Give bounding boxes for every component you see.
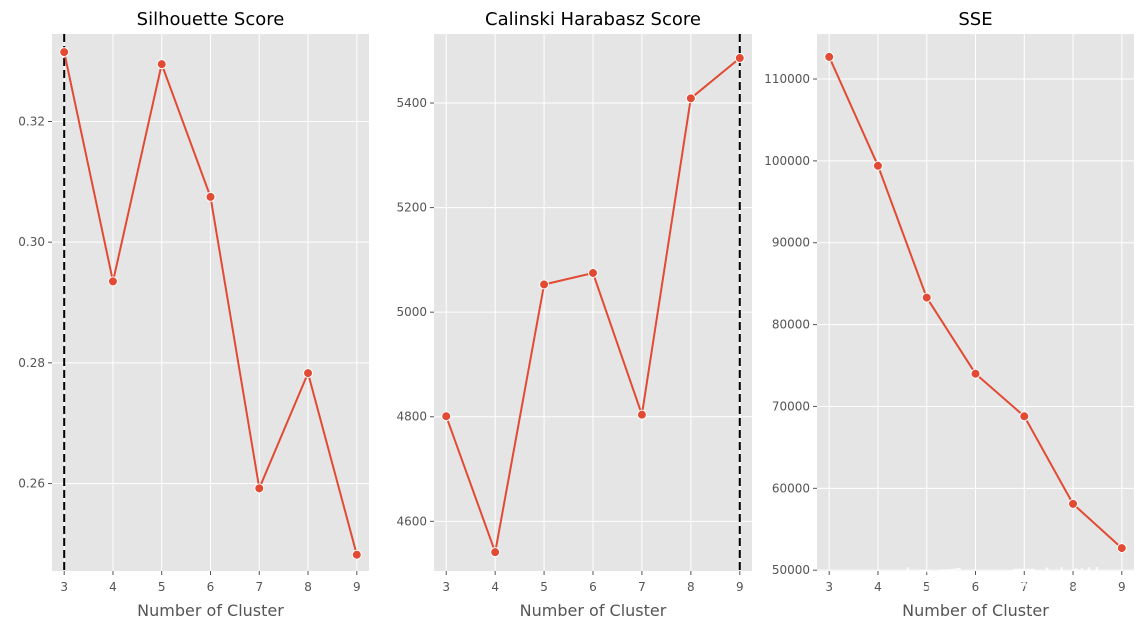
data-point (107, 276, 118, 287)
x-tick-label: 9 (353, 580, 361, 594)
y-axis-ticks: 4600 4800 5000 5200 5400 (396, 96, 434, 528)
y-tick-label: 5400 (396, 96, 427, 110)
grid (817, 34, 1134, 571)
data-point (636, 409, 647, 420)
data-point (351, 549, 362, 560)
y-tick-label: 0.26 (18, 477, 45, 491)
data-point (872, 160, 883, 171)
data-point (1019, 411, 1030, 422)
y-tick-label: 4800 (396, 410, 427, 424)
data-point (921, 292, 932, 303)
y-tick-label: 5000 (396, 305, 427, 319)
data-point (490, 547, 501, 558)
sse-chart: 50000 60000 70000 80000 90000 100000 110000 3 4… (764, 9, 1134, 620)
x-tick-label: 9 (736, 580, 744, 594)
data-point (824, 51, 835, 62)
x-axis-ticks: 3 4 5 6 7 8 9 (60, 571, 361, 594)
x-tick-label: 8 (687, 580, 695, 594)
x-tick-label: 6 (207, 580, 215, 594)
x-tick-label: 7 (1020, 580, 1028, 594)
x-tick-label: 8 (1069, 580, 1077, 594)
series (441, 53, 745, 558)
data-point (970, 368, 981, 379)
data-point (156, 59, 167, 70)
x-tick-label: 6 (589, 580, 597, 594)
data-point (303, 368, 314, 379)
y-tick-label: 90000 (772, 236, 810, 250)
y-tick-label: 110000 (764, 72, 810, 86)
chart-title: SSE (958, 9, 992, 30)
data-point (685, 93, 696, 104)
x-tick-label: 3 (60, 580, 68, 594)
y-tick-label: 50000 (772, 563, 810, 577)
y-axis-ticks: 50000 60000 70000 80000 90000 100000 110000 (764, 72, 817, 577)
watermark-text: 知乎 @风神猫 (902, 564, 1104, 602)
y-tick-label: 60000 (772, 481, 810, 495)
grid (434, 34, 752, 571)
chart-title: Calinski Harabasz Score (485, 9, 701, 30)
y-tick-label: 0.32 (18, 114, 45, 128)
data-point (1116, 543, 1127, 554)
data-point (205, 191, 216, 202)
y-tick-label: 80000 (772, 318, 810, 332)
data-point (254, 483, 265, 494)
x-tick-label: 4 (109, 580, 117, 594)
x-tick-label: 3 (442, 580, 450, 594)
chart-title: Silhouette Score (137, 9, 285, 30)
y-axis-ticks: 0.26 0.28 0.30 0.32 (18, 114, 52, 491)
x-axis-label: Number of Cluster (520, 601, 667, 620)
x-tick-label: 4 (491, 580, 499, 594)
series (59, 47, 362, 560)
x-tick-label: 9 (1118, 580, 1126, 594)
x-tick-label: 4 (874, 580, 882, 594)
data-point (441, 411, 452, 422)
y-tick-label: 100000 (764, 154, 810, 168)
y-tick-label: 70000 (772, 399, 810, 413)
calinski-harabasz-score-chart: 4600 4800 5000 5200 5400 3 4 5 6 7 8 9 Calinski Ha… (396, 9, 752, 620)
y-tick-label: 0.30 (18, 235, 45, 249)
data-point (59, 47, 70, 58)
x-axis-label: Number of Cluster (137, 601, 284, 620)
data-point (734, 53, 745, 64)
series (824, 51, 1127, 554)
y-tick-label: 0.28 (18, 356, 45, 370)
y-tick-label: 5200 (396, 201, 427, 215)
data-point (539, 279, 550, 290)
silhouette-score-chart: 0.26 0.28 0.30 0.32 3 4 5 6 7 8 9 Silhouette Scor… (18, 9, 369, 620)
data-point (588, 267, 598, 278)
x-axis-label: Number of Cluster (902, 601, 1049, 620)
x-tick-label: 7 (638, 580, 646, 594)
x-tick-label: 5 (923, 580, 931, 594)
x-axis-ticks: 3 4 5 6 7 8 9 (442, 571, 744, 594)
x-tick-label: 3 (825, 580, 833, 594)
x-axis-ticks: 3 4 5 6 7 8 9 (825, 571, 1126, 594)
x-tick-label: 6 (972, 580, 980, 594)
data-point (1068, 498, 1079, 509)
x-tick-label: 8 (304, 580, 312, 594)
y-tick-label: 4600 (396, 514, 427, 528)
x-tick-label: 5 (158, 580, 166, 594)
x-tick-label: 7 (255, 580, 263, 594)
x-tick-label: 5 (540, 580, 548, 594)
